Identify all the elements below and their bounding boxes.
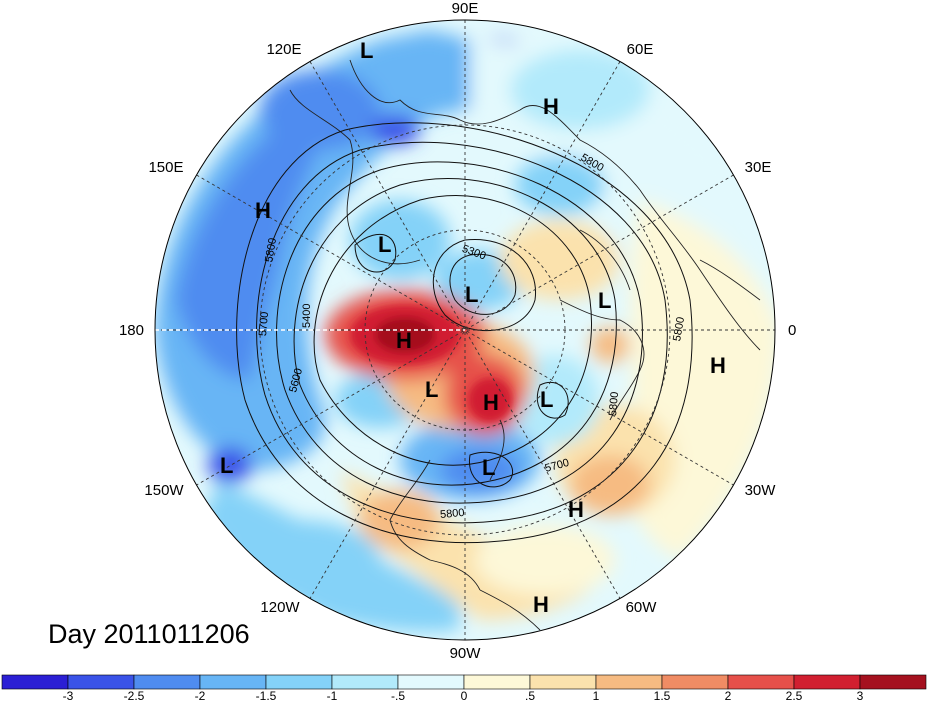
map-title: Day 2011011206 bbox=[48, 619, 250, 649]
contour-label: 5700 bbox=[257, 311, 271, 336]
colorbar: -3 -2.5 -2 -1.5 -1 -.5 0 .5 1 1.5 2 2.5 3 bbox=[1, 674, 927, 702]
colorbar-swatch bbox=[199, 674, 267, 690]
colorbar-swatch bbox=[727, 674, 795, 690]
height-contours bbox=[236, 122, 693, 544]
colorbar-swatch bbox=[859, 674, 927, 690]
colorbar-tick-label: -1.5 bbox=[256, 689, 277, 702]
high-pressure-marker: H bbox=[543, 94, 559, 119]
colorbar-swatch bbox=[463, 674, 531, 690]
high-pressure-marker: H bbox=[568, 497, 584, 522]
colorbar-tick-label: 2 bbox=[725, 689, 732, 702]
colorbar-tick-label: -.5 bbox=[391, 689, 405, 702]
low-pressure-marker: L bbox=[540, 387, 553, 412]
lon-label-30w: 30W bbox=[745, 482, 777, 499]
high-pressure-marker: H bbox=[533, 592, 549, 617]
lon-label-120w: 120W bbox=[260, 599, 300, 616]
colorbar-swatch bbox=[529, 674, 597, 690]
colorbar-tick-label: -2.5 bbox=[124, 689, 145, 702]
lon-label-150e: 150E bbox=[148, 159, 183, 176]
lon-label-120e: 120E bbox=[266, 41, 301, 58]
contour-label: 5400 bbox=[301, 304, 313, 328]
map-border bbox=[154, 19, 776, 641]
lon-label-30e: 30E bbox=[745, 159, 772, 176]
low-pressure-marker: L bbox=[378, 232, 391, 257]
colorbar-tick-label: 3 bbox=[857, 689, 864, 702]
graticule bbox=[155, 20, 775, 640]
colorbar-swatch bbox=[661, 674, 729, 690]
lon-label-60e: 60E bbox=[627, 41, 654, 58]
high-pressure-marker: H bbox=[255, 198, 271, 223]
low-pressure-marker: L bbox=[482, 455, 495, 480]
low-pressure-marker: L bbox=[220, 453, 233, 478]
low-pressure-marker: L bbox=[598, 288, 611, 313]
colorbar-swatch bbox=[133, 674, 201, 690]
high-pressure-marker: H bbox=[396, 328, 412, 353]
colorbar-tick-label: -2 bbox=[195, 689, 206, 702]
low-pressure-marker: L bbox=[360, 38, 373, 63]
colorbar-swatch bbox=[397, 674, 465, 690]
colorbar-tick-label: 1.5 bbox=[654, 689, 671, 702]
low-pressure-marker: L bbox=[465, 282, 478, 307]
colorbar-tick-label: 1 bbox=[593, 689, 600, 702]
longitude-labels: 90E 60E 30E 0 30W 60W 90W 120W 150W 180 … bbox=[119, 0, 796, 662]
lon-label-90e: 90E bbox=[452, 0, 479, 17]
colorbar-tick-label: -1 bbox=[327, 689, 338, 702]
coastlines bbox=[289, 59, 761, 631]
contour-label: 5800 bbox=[263, 237, 279, 263]
pressure-system-markers: L H H L L L H H L H L L L H H bbox=[220, 38, 726, 617]
contour-label: 5800 bbox=[607, 391, 621, 416]
colorbar-swatch bbox=[67, 674, 135, 690]
lon-label-90w: 90W bbox=[450, 645, 482, 662]
lon-label-0: 0 bbox=[788, 322, 796, 339]
high-pressure-marker: H bbox=[483, 390, 499, 415]
colorbar-swatch bbox=[331, 674, 399, 690]
colorbar-tick-label: -3 bbox=[63, 689, 74, 702]
lon-label-60w: 60W bbox=[626, 599, 658, 616]
colorbar-swatch bbox=[1, 674, 69, 690]
colorbar-tick-label: .5 bbox=[525, 689, 535, 702]
colorbar-tick-label: 2.5 bbox=[786, 689, 803, 702]
colorbar-swatch bbox=[793, 674, 861, 690]
lon-label-180: 180 bbox=[119, 322, 144, 339]
lon-label-150w: 150W bbox=[144, 482, 184, 499]
colorbar-tick-label: 0 bbox=[461, 689, 468, 702]
contour-label: 5800 bbox=[671, 316, 687, 342]
contour-label: 5800 bbox=[440, 507, 465, 521]
colorbar-swatch bbox=[265, 674, 333, 690]
contour-value-labels: 5300 5400 5600 5700 5700 5800 5800 5800 … bbox=[257, 152, 687, 521]
colorbar-swatch bbox=[595, 674, 663, 690]
low-pressure-marker: L bbox=[425, 377, 438, 402]
high-pressure-marker: H bbox=[710, 353, 726, 378]
anomaly-field bbox=[155, 20, 775, 640]
